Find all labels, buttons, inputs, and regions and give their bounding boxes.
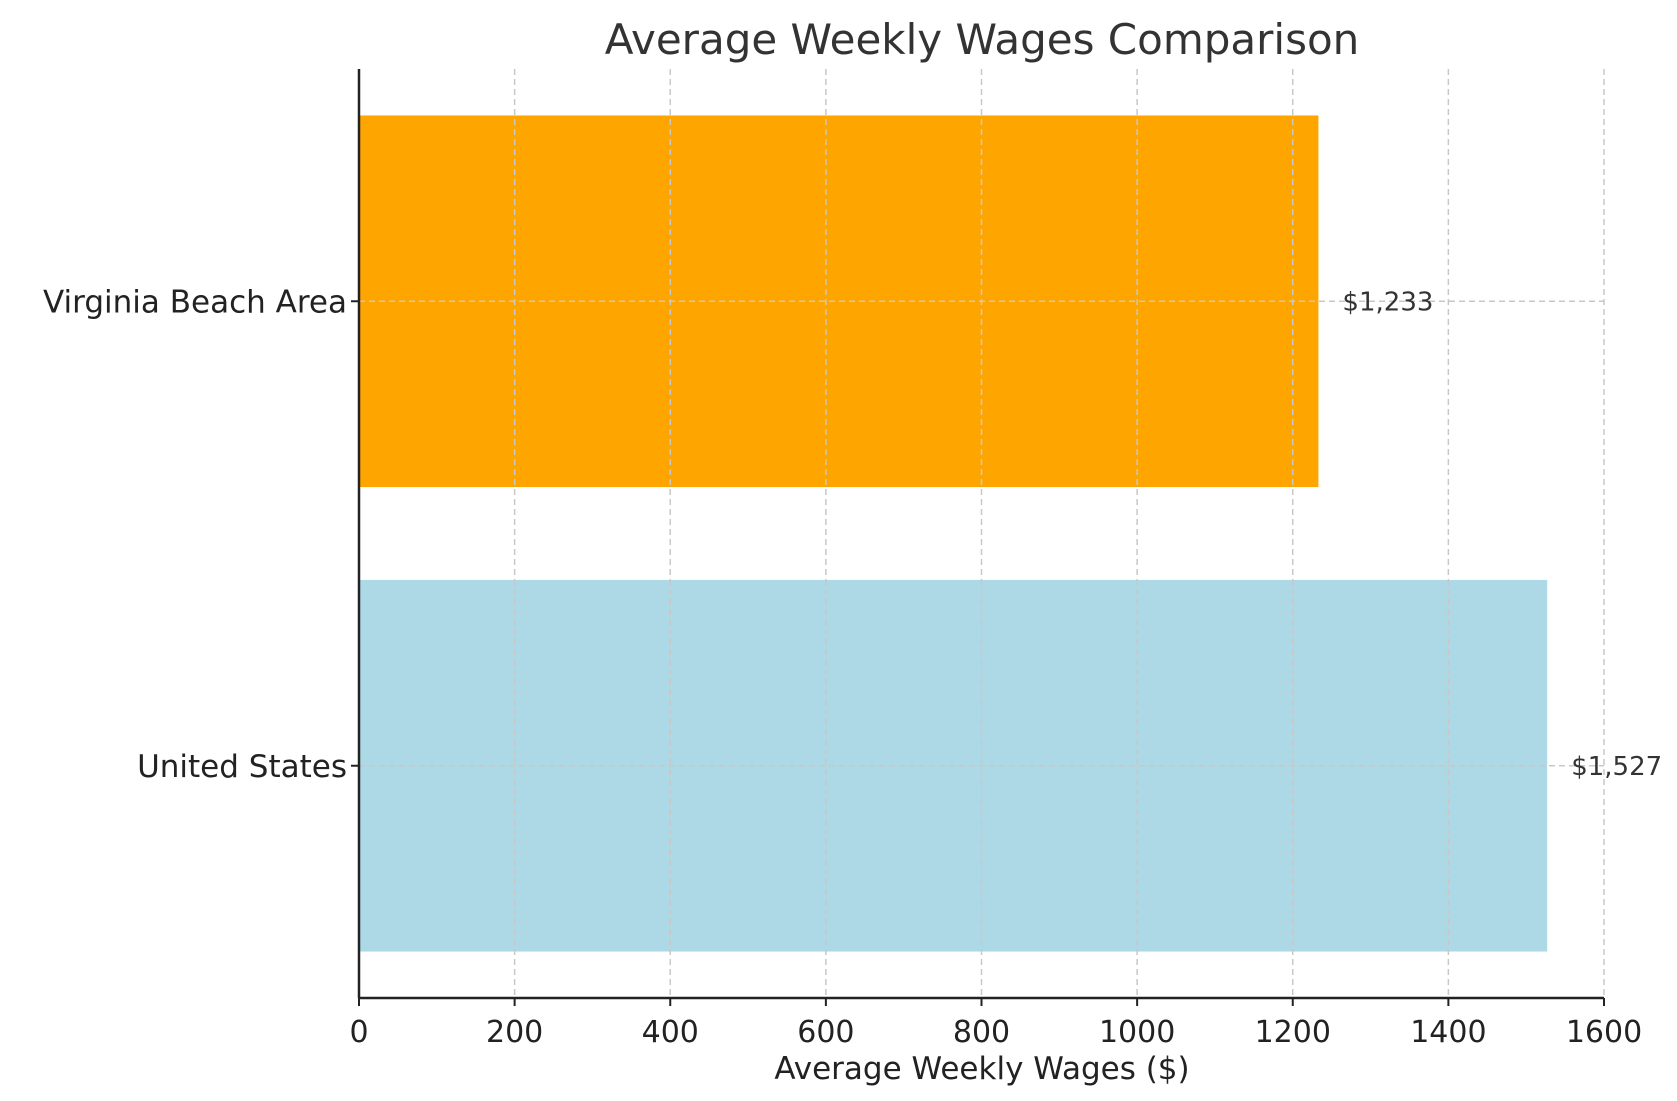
x-tick-label: 1000 [1099, 1015, 1175, 1050]
data-label: $1,233 [1342, 287, 1433, 317]
x-tick-label: 1200 [1255, 1015, 1331, 1050]
data-labels: $1,527 $1,233 [1342, 287, 1662, 782]
x-tick-label: 1600 [1566, 1015, 1642, 1050]
x-axis-label: Average Weekly Wages ($) [774, 1051, 1189, 1087]
data-label: $1,527 [1571, 752, 1662, 782]
y-tick-label: United States [137, 749, 347, 785]
bar [359, 115, 1319, 488]
gridlines [358, 69, 1605, 998]
axes: 0 200 400 600 800 1000 1200 1400 1600 United Stat… [43, 69, 1642, 1050]
x-tick-label: 600 [797, 1015, 854, 1050]
bars [359, 115, 1548, 952]
chart-title: Average Weekly Wages Comparison [605, 15, 1360, 64]
x-tick-label: 800 [953, 1015, 1010, 1050]
x-tick-label: 0 [349, 1015, 368, 1050]
x-tick-label: 1400 [1410, 1015, 1486, 1050]
x-tick-label: 200 [486, 1015, 543, 1050]
x-tick-label: 400 [642, 1015, 699, 1050]
y-tick-label: Virginia Beach Area [43, 284, 347, 320]
